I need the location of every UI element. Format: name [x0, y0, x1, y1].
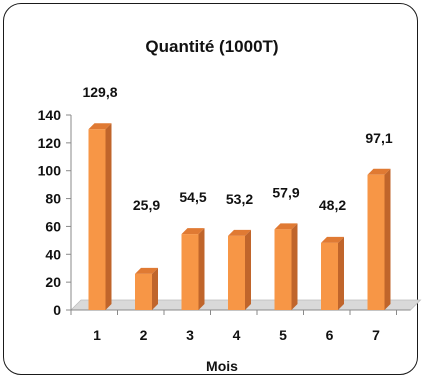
x-axis-title: Mois [206, 358, 238, 374]
x-tick-label: 2 [140, 327, 148, 343]
bar-top [135, 267, 158, 274]
bar-side [198, 228, 205, 310]
data-label: 57,9 [272, 184, 299, 200]
x-tick-label: 1 [93, 327, 101, 343]
data-label: 129,8 [82, 84, 117, 100]
bar-front [367, 174, 385, 310]
x-tick-label: 7 [372, 327, 380, 343]
y-tick-label: 40 [45, 246, 61, 262]
data-label: 53,2 [226, 191, 253, 207]
bar-front [321, 242, 338, 310]
x-tick-label: 4 [233, 327, 241, 343]
bar [321, 236, 344, 310]
bar-top [367, 168, 391, 175]
bar-side [245, 229, 251, 310]
bar-side [105, 123, 112, 310]
bar-top [274, 223, 298, 230]
bar-top [321, 236, 344, 243]
bar [88, 123, 112, 310]
y-tick-label: 100 [38, 163, 62, 179]
y-tick-label: 60 [45, 218, 61, 234]
y-tick-label: 120 [38, 135, 62, 151]
bar-side [384, 168, 391, 310]
data-label: 25,9 [133, 197, 160, 213]
bar-top [228, 229, 251, 236]
bar-top [181, 228, 205, 235]
y-tick-label: 0 [53, 302, 61, 318]
bar [274, 223, 298, 310]
data-label: 48,2 [319, 197, 346, 213]
x-tick-label: 6 [326, 327, 334, 343]
bar-front [181, 234, 199, 310]
bar [135, 267, 158, 310]
bar-front [228, 235, 245, 310]
bar-front [274, 229, 292, 310]
data-label: 97,1 [365, 130, 392, 146]
bar [367, 168, 391, 310]
bar-side [152, 267, 158, 310]
bar-top [88, 123, 112, 130]
data-label: 54,5 [179, 189, 206, 205]
y-tick-label: 140 [38, 107, 62, 123]
chart-title: Quantité (1000T) [145, 37, 278, 56]
bar-front [88, 129, 106, 310]
bar-front [135, 273, 152, 310]
bar [181, 228, 205, 310]
y-tick-label: 80 [45, 191, 61, 207]
x-tick-label: 5 [279, 327, 287, 343]
y-tick-label: 20 [45, 274, 61, 290]
x-tick-label: 3 [186, 327, 194, 343]
bar-side [338, 236, 344, 310]
bar [228, 229, 251, 310]
bar-side [291, 223, 298, 310]
